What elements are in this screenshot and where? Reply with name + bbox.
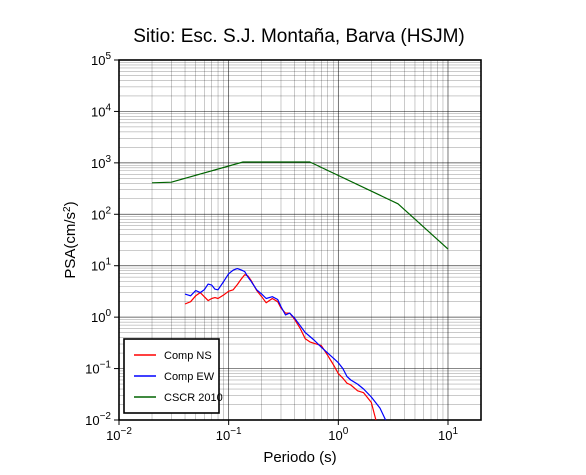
y-tick-exp: 1 — [105, 257, 111, 268]
y-tick-base: 10 — [91, 104, 105, 119]
x-axis-label: Periodo (s) — [263, 449, 336, 466]
legend-label-cscr-2010: CSCR 2010 — [164, 392, 223, 404]
x-tick-base: 10 — [106, 428, 120, 443]
y-tick-label: 10−2 — [85, 411, 111, 428]
series-line-comp-ew — [184, 268, 387, 421]
y-axis-label-sup: 2 — [62, 206, 73, 212]
y-tick-base: 10 — [91, 259, 105, 274]
series-line-comp-ns — [184, 274, 377, 421]
plot-frame — [118, 59, 482, 421]
y-tick-label: 102 — [91, 205, 111, 222]
x-tick-exp: −1 — [230, 426, 242, 437]
y-tick-label: 100 — [91, 308, 111, 325]
x-tick-base: 10 — [216, 428, 230, 443]
x-tick-label: 10−1 — [216, 426, 242, 443]
y-tick-label: 101 — [91, 257, 111, 274]
x-tick-exp: 1 — [452, 426, 458, 437]
grid — [118, 59, 482, 421]
y-tick-exp: −2 — [100, 411, 112, 422]
y-tick-label: 104 — [91, 102, 111, 119]
y-tick-base: 10 — [91, 53, 105, 68]
y-axis-label: PSA(cm/s2) — [62, 201, 80, 278]
legend-label-comp-ew: Comp EW — [164, 371, 215, 383]
x-tick-label: 101 — [438, 426, 458, 443]
y-tick-label: 10−1 — [85, 360, 111, 377]
y-tick-exp: 2 — [105, 205, 111, 216]
y-axis-label-main: PSA(cm/s — [62, 212, 79, 279]
y-tick-base: 10 — [91, 310, 105, 325]
y-tick-exp: 3 — [105, 154, 111, 165]
y-tick-base: 10 — [85, 413, 99, 428]
x-tick-base: 10 — [328, 428, 342, 443]
legend: Comp NS Comp EW CSCR 2010 — [123, 338, 223, 414]
series-line-cscr-2010 — [151, 161, 449, 250]
y-tick-base: 10 — [91, 156, 105, 171]
y-tick-exp: 5 — [105, 51, 111, 62]
y-tick-exp: 0 — [105, 308, 111, 319]
x-tick-exp: −2 — [121, 426, 133, 437]
y-tick-label: 103 — [91, 154, 111, 171]
y-tick-exp: −1 — [100, 360, 112, 371]
y-tick-label: 105 — [91, 51, 111, 68]
y-tick-base: 10 — [91, 207, 105, 222]
x-tick-base: 10 — [438, 428, 452, 443]
y-tick-exp: 4 — [105, 102, 111, 113]
y-axis-label-end: ) — [62, 201, 79, 206]
series-group — [151, 161, 449, 421]
y-tick-base: 10 — [85, 362, 99, 377]
x-axis-ticks: 10−2 10−1 100 101 — [106, 420, 458, 443]
x-tick-label: 100 — [328, 426, 348, 443]
legend-label-comp-ns: Comp NS — [164, 350, 212, 362]
x-tick-exp: 0 — [343, 426, 349, 437]
x-tick-label: 10−2 — [106, 426, 132, 443]
chart-title: Sitio: Esc. S.J. Montaña, Barva (HSJM) — [133, 26, 465, 47]
